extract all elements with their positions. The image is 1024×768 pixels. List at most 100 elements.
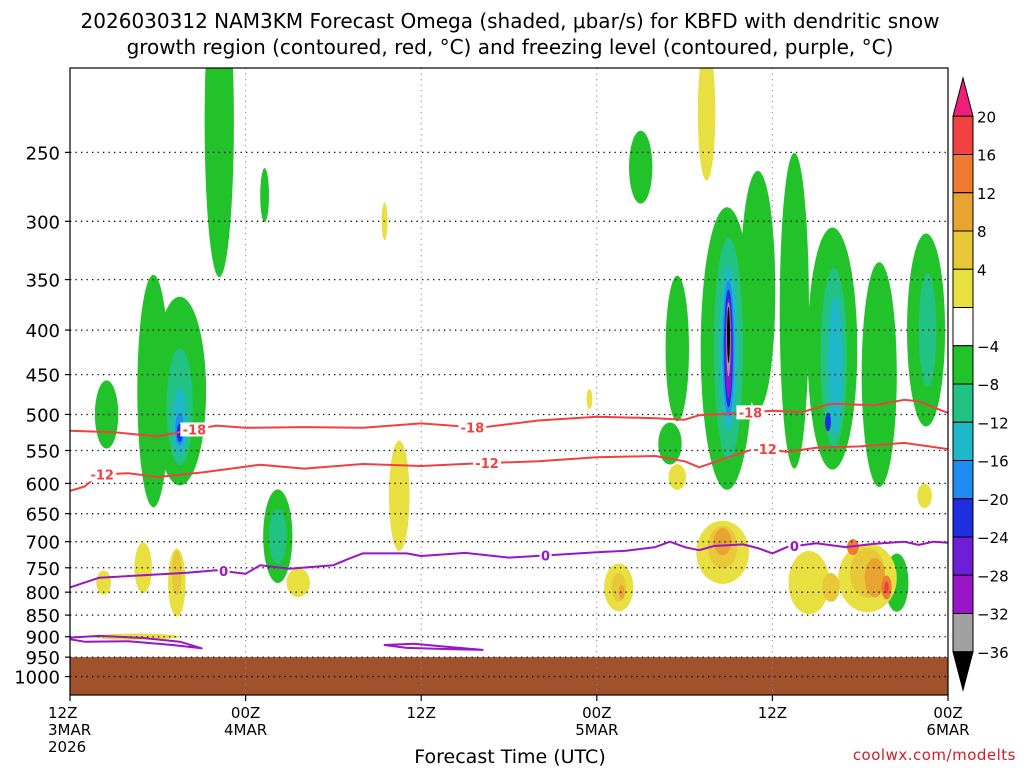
y-tick-label: 400 — [26, 321, 60, 342]
omega-shade-region — [740, 170, 776, 410]
dendritic-contour — [70, 441, 948, 492]
omega-shade-region — [611, 573, 627, 602]
dendritic-contour-label: -18 — [739, 406, 763, 421]
omega-shade-region — [825, 412, 831, 432]
colorbar-swatch — [952, 536, 974, 576]
freezing-level-label: 0 — [219, 565, 228, 580]
x-tick-label: 6MAR — [926, 721, 969, 739]
contour-label-bg — [217, 564, 230, 579]
omega-shade-region — [828, 296, 843, 436]
contour-label-bg — [539, 548, 552, 563]
omega-shade-region — [864, 558, 886, 598]
x-tick-label: 00Z — [933, 704, 962, 722]
colorbar-swatch — [952, 574, 974, 614]
colorbar-label: −32 — [977, 606, 1009, 624]
omega-shade-region — [713, 528, 732, 556]
ground-layer — [70, 657, 948, 695]
grid-layer — [70, 68, 948, 695]
omega-shade-region — [918, 272, 937, 388]
omega-shade-region — [260, 168, 270, 223]
colorbar-label: 20 — [977, 108, 996, 126]
x-tick-label: 00Z — [231, 704, 260, 722]
colorbar-label: −36 — [977, 644, 1009, 662]
y-axis: 2503003504004505005506006507007508008509… — [14, 143, 70, 689]
colorbar-label: −28 — [977, 567, 1009, 585]
x-tick-label: 3MAR — [48, 721, 91, 739]
colorbar-label: 4 — [977, 261, 987, 279]
omega-shade-region — [389, 440, 410, 552]
dendritic-contour-label: -18 — [461, 421, 485, 436]
chart-title-line1: 2026030312 NAM3KM Forecast Omega (shaded… — [81, 9, 940, 33]
omega-shade-region — [586, 389, 593, 409]
colorbar-label: −4 — [977, 338, 999, 356]
chart-title-line2: growth region (contoured, red, °C) and f… — [127, 35, 894, 59]
freezing-level-contour — [70, 634, 203, 650]
omega-shade-region — [668, 464, 687, 490]
colorbar-swatch — [952, 268, 974, 308]
omega-shade-region — [618, 585, 625, 600]
dendritic-contour-label: -12 — [90, 468, 114, 483]
y-tick-label: 1000 — [14, 668, 60, 689]
dendritic-contour-label: -12 — [753, 443, 777, 458]
y-tick-label: 900 — [26, 628, 60, 649]
colorbar-swatch — [952, 421, 974, 461]
plot-frame — [69, 67, 949, 696]
colorbar-swatch — [952, 115, 974, 155]
colorbar-swatch — [952, 383, 974, 423]
omega-shade-region — [96, 570, 111, 595]
omega-shade-region — [917, 483, 932, 509]
colorbar-swatch — [952, 498, 974, 538]
x-tick-label: 12Z — [48, 704, 77, 722]
y-tick-label: 350 — [26, 271, 60, 292]
colorbar-swatch — [952, 613, 974, 653]
colorbar-label: −20 — [977, 491, 1009, 509]
colorbar-label: 8 — [977, 223, 987, 241]
dendritic-contour-label: -18 — [183, 423, 207, 438]
y-tick-label: 950 — [26, 648, 60, 669]
colorbar-label: 12 — [977, 185, 996, 203]
credit-text: coolwx.com/modelts — [853, 746, 1016, 764]
y-tick-label: 550 — [26, 442, 60, 463]
omega-shade-region — [204, 68, 234, 278]
colorbar-swatch — [952, 345, 974, 385]
y-tick-label: 700 — [26, 533, 60, 554]
colorbar-swatch — [952, 192, 974, 232]
omega-shade-region — [822, 573, 840, 602]
colorbar-label: −12 — [977, 414, 1009, 432]
contour-layer: -18 -18 -18 -12 -12 -12 0 0 0 — [70, 398, 948, 651]
colorbar: 20 16 12 8 4 −4 −8 −12 −16 −20 −24 −28 −32 −36 — [952, 76, 1009, 692]
omega-shade-region — [665, 275, 689, 422]
plot-area: -18 -18 -18 -12 -12 -12 0 0 0 — [70, 68, 948, 695]
contour-label-bg — [458, 420, 487, 435]
y-tick-label: 250 — [26, 143, 60, 164]
y-tick-label: 300 — [26, 212, 60, 233]
omega-shade-region — [788, 551, 830, 615]
ground-fill — [70, 657, 948, 695]
x-tick-label: 12Z — [758, 704, 787, 722]
contour-label-bg — [751, 441, 780, 456]
y-tick-label: 750 — [26, 559, 60, 580]
freezing-level-label: 0 — [790, 540, 799, 555]
colorbar-swatch — [952, 460, 974, 500]
x-tick-label: 00Z — [582, 704, 611, 722]
dendritic-contour-label: -12 — [475, 457, 499, 472]
freezing-level-label: 0 — [541, 549, 550, 564]
colorbar-label: −24 — [977, 529, 1009, 547]
freezing-level-contour — [383, 642, 484, 651]
omega-shade-region — [697, 68, 716, 181]
contour-label-bg — [88, 467, 117, 482]
x-tick-label: 2026 — [48, 738, 86, 756]
x-tick-label: 12Z — [407, 704, 436, 722]
omega-shade-region — [658, 422, 682, 465]
colorbar-swatch — [952, 307, 974, 347]
colorbar-swatch — [952, 651, 974, 692]
y-tick-label: 850 — [26, 606, 60, 627]
y-tick-label: 600 — [26, 474, 60, 495]
omega-shade-region — [628, 130, 653, 204]
contour-label-bg — [788, 539, 801, 554]
y-tick-label: 450 — [26, 366, 60, 387]
colorbar-swatch — [952, 154, 974, 194]
omega-shade-region — [779, 152, 809, 469]
